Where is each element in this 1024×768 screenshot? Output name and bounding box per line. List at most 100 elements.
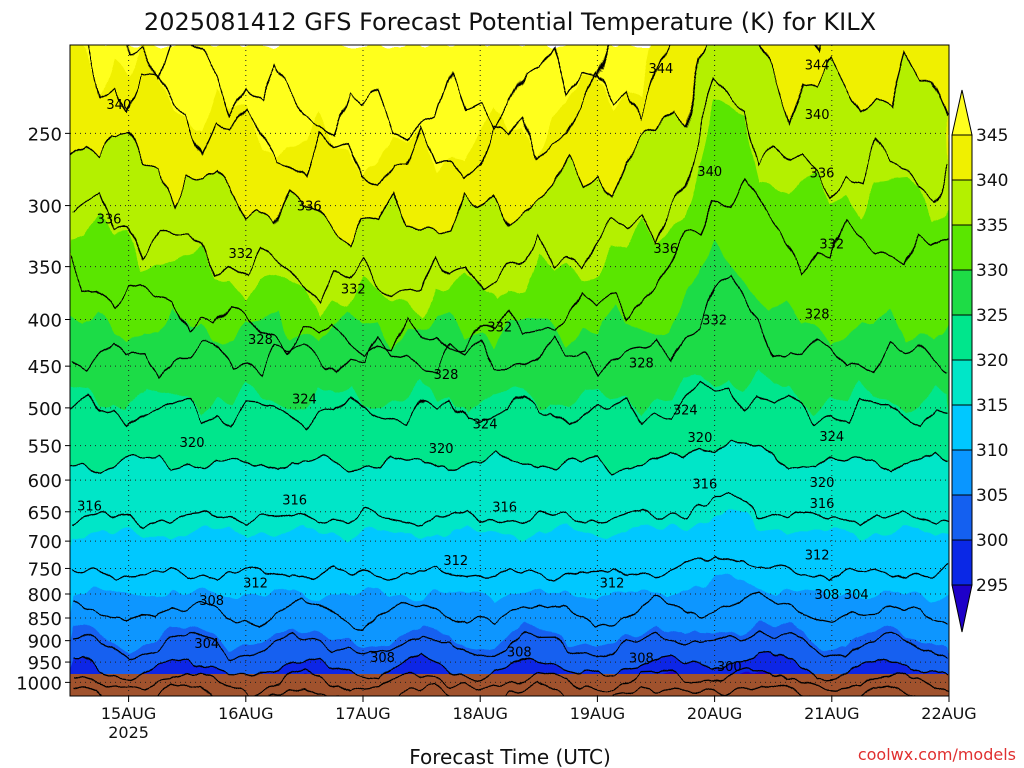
x-tick-sublabel: 2025: [108, 723, 149, 742]
colorbar-swatch: [951, 314, 973, 361]
contour-label: 312: [600, 576, 625, 591]
contour-label: 312: [443, 554, 468, 569]
colorbar-bottom-arrow: [951, 584, 973, 633]
contour-label: 340: [106, 98, 131, 113]
contour-label: 308: [199, 594, 224, 609]
contour-label: 316: [492, 500, 517, 515]
isentrope-contour: [86, 45, 820, 189]
contour-label: 344: [648, 62, 673, 77]
isentrope-contour: [70, 592, 949, 630]
contour-label: 308: [370, 651, 395, 666]
x-tick-label: 16AUG: [218, 704, 273, 723]
isentrope-contour: [70, 681, 919, 696]
colorbar: 345 340 335 330 325 320 315 310 305 300 295: [951, 89, 1008, 633]
colorbar-label: 315: [976, 396, 1008, 416]
watermark-link[interactable]: coolwx.com/models: [858, 745, 1016, 764]
x-tick-label: 18AUG: [452, 704, 507, 723]
y-tick-label: 250: [28, 124, 62, 145]
isentrope-contour: [70, 272, 949, 379]
colorbar-label: 345: [976, 126, 1008, 146]
colorbar-swatch: [951, 449, 973, 496]
contour-label: 324: [292, 392, 317, 407]
contour-label: 316: [692, 477, 717, 492]
contour-label: 332: [229, 247, 254, 262]
contour-labels: 344 344 340 340 340 336 336 336 336 332 332 332 332 3…: [77, 58, 869, 675]
x-axis-label: Forecast Time (UTC): [409, 745, 611, 768]
plot-frame: [69, 44, 950, 697]
y-tick-label: 750: [28, 559, 62, 580]
colorbar-swatch: [951, 224, 973, 271]
colorbar-label: 300: [976, 531, 1008, 551]
y-axis: 2503003504004505005506006507007508008509…: [16, 124, 70, 694]
contour-label: 344: [805, 58, 830, 73]
x-tick-label: 20AUG: [687, 704, 742, 723]
contour-label: 324: [473, 417, 498, 432]
contour-label: 308: [507, 646, 532, 661]
y-tick-label: 1000: [16, 673, 62, 694]
temperature-fill-bands: [70, 45, 949, 696]
contour-label: 308: [815, 588, 840, 603]
colorbar-label: 325: [976, 306, 1008, 326]
chart-title: 2025081412 GFS Forecast Potential Temper…: [144, 8, 876, 36]
contour-label: 308: [629, 651, 654, 666]
contour-label: 332: [487, 320, 512, 335]
contour-label: 320: [810, 476, 835, 491]
contour-label: 324: [673, 403, 698, 418]
contour-label: 312: [243, 576, 268, 591]
contour-label: 320: [429, 442, 454, 457]
isentrope-contour: [70, 76, 949, 302]
isentrope-contour: [70, 650, 949, 682]
isentrope-contour: [70, 630, 949, 661]
colorbar-swatch: [951, 269, 973, 316]
x-tick-label: 22AUG: [921, 704, 976, 723]
contour-label: 336: [97, 213, 122, 228]
colorbar-label: 305: [976, 486, 1008, 506]
contour-label: 328: [629, 357, 654, 372]
contour-label: 340: [697, 165, 722, 180]
isentrope-contour: [70, 440, 949, 474]
y-tick-label: 700: [28, 532, 62, 553]
contour-label: 320: [180, 436, 205, 451]
isentrope-contour: [70, 381, 949, 430]
isentrope-contour: [126, 45, 609, 140]
colorbar-label: 335: [976, 216, 1008, 236]
contour-label: 304: [844, 588, 869, 603]
y-tick-label: 350: [28, 258, 62, 279]
colorbar-swatch: [951, 359, 973, 406]
y-tick-label: 500: [28, 399, 62, 420]
colorbar-swatch: [951, 179, 973, 226]
colorbar-label: 330: [976, 261, 1008, 281]
colorbar-swatch: [951, 539, 973, 586]
contour-label: 336: [297, 200, 322, 215]
contour-label: 332: [819, 237, 844, 252]
y-tick-label: 900: [28, 632, 62, 653]
colorbar-label: 320: [976, 351, 1008, 371]
colorbar-label: 340: [976, 171, 1008, 191]
y-tick-label: 650: [28, 503, 62, 524]
contour-label: 340: [805, 108, 830, 123]
isentrope-contour: [70, 495, 949, 527]
x-tick-label: 15AUG: [101, 704, 156, 723]
colorbar-swatch: [951, 404, 973, 451]
contour-label: 304: [194, 637, 219, 652]
y-tick-label: 400: [28, 311, 62, 332]
isentrope-contour: [70, 179, 949, 357]
y-tick-label: 550: [28, 437, 62, 458]
x-tick-label: 17AUG: [335, 704, 390, 723]
y-tick-label: 850: [28, 609, 62, 630]
contour-label: 328: [805, 308, 830, 323]
contour-label: 324: [819, 430, 844, 445]
colorbar-top-arrow: [951, 89, 973, 136]
contour-label: 316: [77, 500, 102, 515]
contour-label: 332: [702, 314, 727, 329]
y-tick-label: 600: [28, 471, 62, 492]
contour-label: 328: [434, 368, 459, 383]
x-tick-label: 19AUG: [570, 704, 625, 723]
colorbar-swatch: [951, 134, 973, 181]
isentrope-contour: [70, 555, 949, 581]
y-tick-label: 800: [28, 585, 62, 606]
contour-label: 332: [341, 283, 366, 298]
contour-label: 328: [248, 333, 273, 348]
